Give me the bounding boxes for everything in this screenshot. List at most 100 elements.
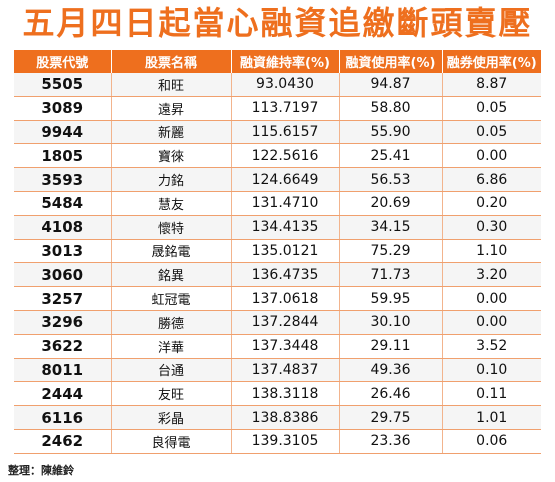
short-usage-cell: 0.10 [442,358,541,383]
stock-code-cell: 2462 [14,429,112,454]
stock-code-cell: 3622 [14,334,112,359]
stock-name-cell: 洋華 [111,334,232,359]
table-row: 3622 洋華 137.3448 29.11 3.52 [14,334,541,359]
stock-name-cell: 力銘 [111,167,232,192]
stock-code-cell: 5505 [14,73,112,97]
stock-name-cell: 慧友 [111,191,232,216]
stock-name-cell: 友旺 [111,381,232,407]
stock-name-cell: 晟銘電 [111,239,232,264]
short-usage-cell: 1.01 [442,405,541,430]
stock-code-cell: 9944 [14,120,112,145]
stock-code-cell: 5484 [14,191,112,216]
stock-code-cell: 3089 [14,96,112,121]
short-usage-cell: 0.00 [442,286,541,311]
table-body: 5505 和旺 93.0430 94.87 8.87 3089 遠昇 113.7197 58.8… [14,73,541,454]
stock-name-cell: 虹冠電 [111,286,232,311]
stock-code-cell: 4108 [14,215,112,240]
maintenance-ratio-cell: 113.7197 [231,96,340,121]
stock-code-cell: 1805 [14,143,112,169]
short-usage-cell: 6.86 [442,167,541,192]
compiled-by-credit: 整理：陳維鈴 [8,464,74,477]
header-stock-name: 股票名稱 [111,50,232,73]
table-row: 3257 虹冠電 137.0618 59.95 0.00 [14,286,541,311]
table-row: 3013 晟銘電 135.0121 75.29 1.10 [14,239,541,264]
margin-table: 股票代號 股票名稱 融資維持率(%) 融資使用率(%) 融券使用率(%) 550… [14,50,541,454]
maintenance-ratio-cell: 131.4710 [231,191,340,216]
table-row: 4108 懷特 134.4135 34.15 0.30 [14,215,541,240]
stock-name-cell: 台通 [111,358,232,383]
table-row: 2462 良得電 139.3105 23.36 0.06 [14,429,541,454]
maintenance-ratio-cell: 93.0430 [231,73,340,97]
short-usage-cell: 8.87 [442,73,541,97]
stock-code-cell: 3296 [14,310,112,335]
margin-usage-cell: 34.15 [339,215,443,240]
table-header: 股票代號 股票名稱 融資維持率(%) 融資使用率(%) 融券使用率(%) [14,50,541,73]
header-stock-code: 股票代號 [14,50,112,73]
short-usage-cell: 0.20 [442,191,541,216]
maintenance-ratio-cell: 122.5616 [231,143,340,169]
margin-usage-cell: 94.87 [339,73,443,97]
margin-usage-cell: 58.80 [339,96,443,121]
short-usage-cell: 0.11 [442,381,541,407]
header-short-utilization-ratio: 融券使用率(%) [442,50,541,73]
short-usage-cell: 0.30 [442,215,541,240]
short-usage-cell: 3.52 [442,334,541,359]
maintenance-ratio-cell: 137.0618 [231,286,340,311]
maintenance-ratio-cell: 138.8386 [231,405,340,430]
stock-code-cell: 3257 [14,286,112,311]
margin-table-container: 股票代號 股票名稱 融資維持率(%) 融資使用率(%) 融券使用率(%) 550… [14,50,541,454]
margin-usage-cell: 59.95 [339,286,443,311]
stock-name-cell: 和旺 [111,73,232,97]
short-usage-cell: 0.00 [442,143,541,169]
margin-usage-cell: 49.36 [339,358,443,383]
table-row: 3060 銘異 136.4735 71.73 3.20 [14,262,541,288]
stock-name-cell: 良得電 [111,429,232,454]
short-usage-cell: 3.20 [442,262,541,288]
margin-usage-cell: 29.75 [339,405,443,430]
margin-usage-cell: 55.90 [339,120,443,145]
margin-usage-cell: 23.36 [339,429,443,454]
table-row: 3296 勝德 137.2844 30.10 0.00 [14,310,541,335]
maintenance-ratio-cell: 115.6157 [231,120,340,145]
margin-usage-cell: 25.41 [339,143,443,169]
stock-code-cell: 2444 [14,381,112,407]
maintenance-ratio-cell: 124.6649 [231,167,340,192]
stock-code-cell: 6116 [14,405,112,430]
table-row: 9944 新麗 115.6157 55.90 0.05 [14,120,541,145]
table-row: 8011 台通 137.4837 49.36 0.10 [14,358,541,383]
maintenance-ratio-cell: 135.0121 [231,239,340,264]
stock-name-cell: 寶徠 [111,143,232,169]
stock-code-cell: 8011 [14,358,112,383]
maintenance-ratio-cell: 139.3105 [231,429,340,454]
short-usage-cell: 0.05 [442,120,541,145]
stock-name-cell: 懷特 [111,215,232,240]
table-row: 6116 彩晶 138.8386 29.75 1.01 [14,405,541,430]
stock-name-cell: 銘異 [111,262,232,288]
table-row: 3089 遠昇 113.7197 58.80 0.05 [14,96,541,121]
table-row: 5484 慧友 131.4710 20.69 0.20 [14,191,541,216]
margin-usage-cell: 75.29 [339,239,443,264]
short-usage-cell: 1.10 [442,239,541,264]
margin-usage-cell: 26.46 [339,381,443,407]
maintenance-ratio-cell: 137.2844 [231,310,340,335]
maintenance-ratio-cell: 137.3448 [231,334,340,359]
table-row: 1805 寶徠 122.5616 25.41 0.00 [14,143,541,169]
stock-name-cell: 彩晶 [111,405,232,430]
stock-code-cell: 3060 [14,262,112,288]
header-row: 股票代號 股票名稱 融資維持率(%) 融資使用率(%) 融券使用率(%) [14,50,541,73]
margin-usage-cell: 20.69 [339,191,443,216]
stock-name-cell: 遠昇 [111,96,232,121]
margin-usage-cell: 71.73 [339,262,443,288]
table-row: 2444 友旺 138.3118 26.46 0.11 [14,381,541,407]
stock-name-cell: 勝德 [111,310,232,335]
short-usage-cell: 0.00 [442,310,541,335]
table-row: 5505 和旺 93.0430 94.87 8.87 [14,73,541,97]
page-title: 五月四日起當心融資追繳斷頭賣壓 [22,4,533,42]
maintenance-ratio-cell: 134.4135 [231,215,340,240]
stock-code-cell: 3013 [14,239,112,264]
stock-code-cell: 3593 [14,167,112,192]
stock-name-cell: 新麗 [111,120,232,145]
margin-usage-cell: 29.11 [339,334,443,359]
short-usage-cell: 0.06 [442,429,541,454]
maintenance-ratio-cell: 136.4735 [231,262,340,288]
